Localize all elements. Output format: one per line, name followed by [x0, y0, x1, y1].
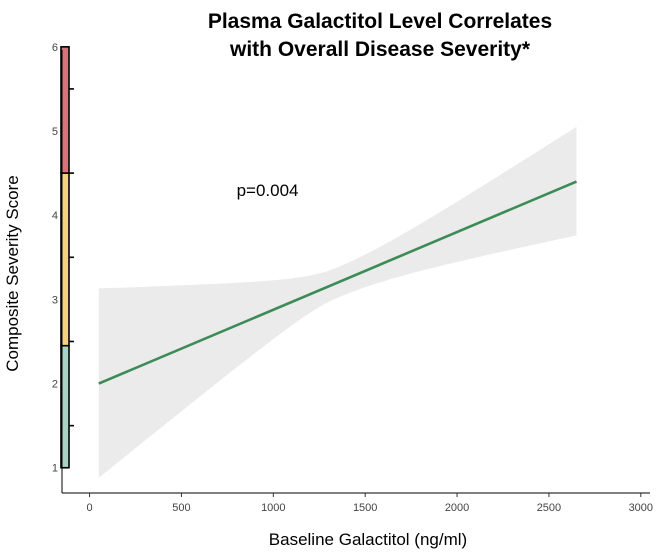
x-tick-label-0: 0 — [87, 502, 93, 514]
x-tick-label-500: 500 — [172, 502, 190, 514]
x-tick-label-1500: 1500 — [353, 502, 377, 514]
x-tick-label-2000: 2000 — [445, 502, 469, 514]
x-tick-label-3000: 3000 — [629, 502, 653, 514]
y-tick-label-4: 4 — [52, 210, 58, 222]
y-tick-label-5: 5 — [52, 126, 58, 138]
y-tick-label-2: 2 — [52, 379, 58, 391]
p-value-annotation: p=0.004 — [237, 181, 299, 200]
y-tick-label-1: 1 — [52, 463, 58, 475]
x-tick-label-2500: 2500 — [537, 502, 561, 514]
trend-line-layer — [98, 180, 578, 385]
x-tick-label-1000: 1000 — [261, 502, 285, 514]
chart-title: Plasma Galactitol Level Correlates with … — [120, 8, 640, 64]
confidence-band-layer — [98, 126, 577, 478]
chart-title-line-1: Plasma Galactitol Level Correlates — [207, 10, 553, 33]
severity-band-layer — [60, 46, 74, 469]
text-layer: 0 500 1000 1500 2000 2500 3000 1 2 3 4 5 6 Baseline G… — [3, 42, 653, 549]
chart-title-line-2: with Overall Disease Severity* — [230, 38, 530, 61]
regression-line — [98, 180, 578, 385]
x-axis-title: Baseline Galactitol (ng/ml) — [269, 530, 467, 549]
y-tick-label-6: 6 — [52, 42, 58, 54]
y-tick-label-3: 3 — [52, 294, 58, 306]
axis-layer — [61, 50, 650, 497]
confidence-band — [98, 126, 577, 478]
y-axis-title: Composite Severity Score — [3, 175, 22, 372]
severity-band-3 — [60, 46, 70, 174]
